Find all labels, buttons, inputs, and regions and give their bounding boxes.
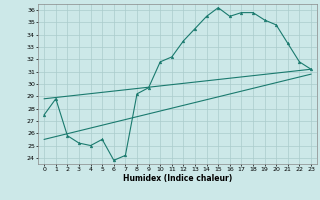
X-axis label: Humidex (Indice chaleur): Humidex (Indice chaleur): [123, 174, 232, 183]
